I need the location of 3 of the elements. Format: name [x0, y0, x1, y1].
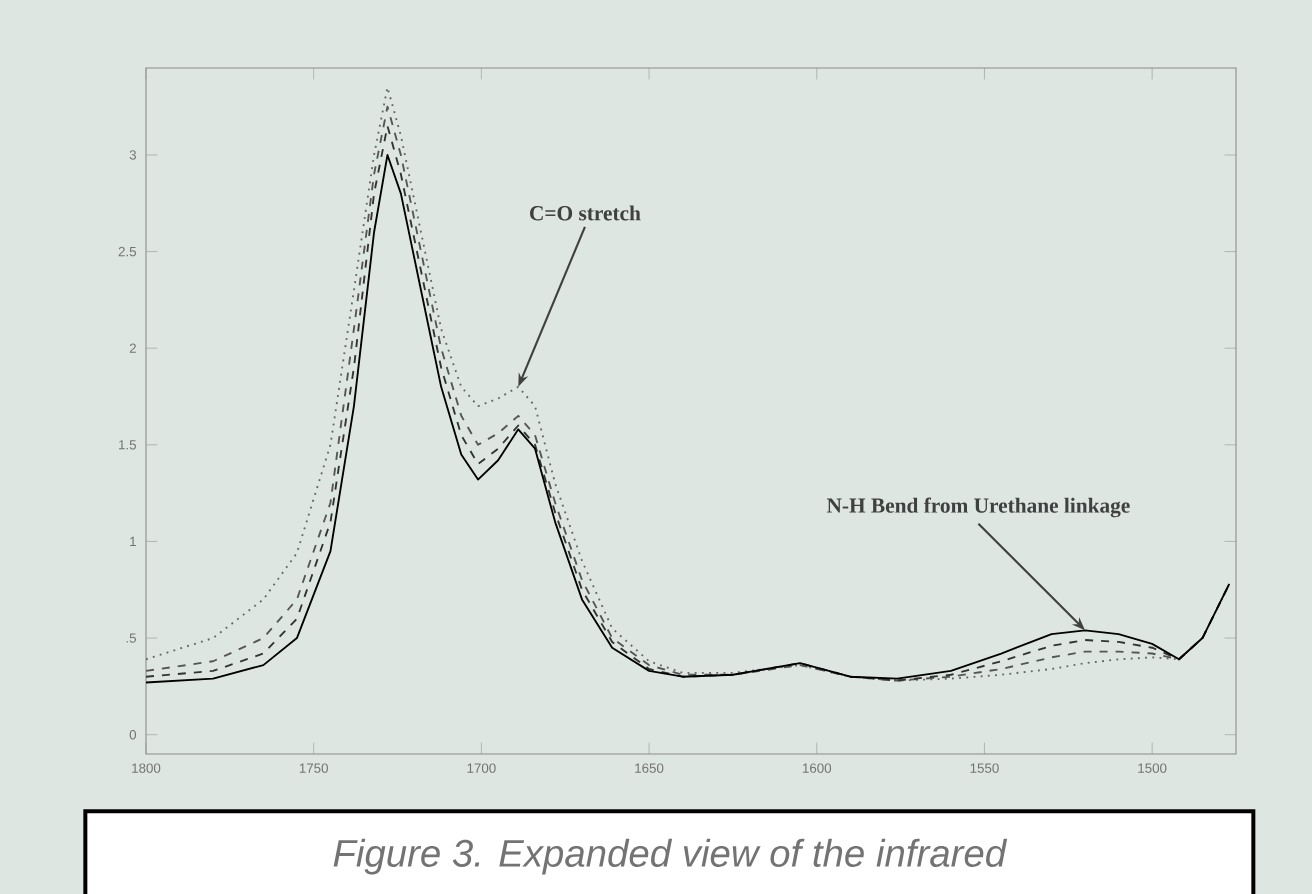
caption: Figure 3. Expanded view of the infrared [333, 838, 1008, 875]
annotation: C=O stretch [530, 205, 641, 221]
annotation: N-H Bend from Urethane linkage [826, 497, 1130, 518]
